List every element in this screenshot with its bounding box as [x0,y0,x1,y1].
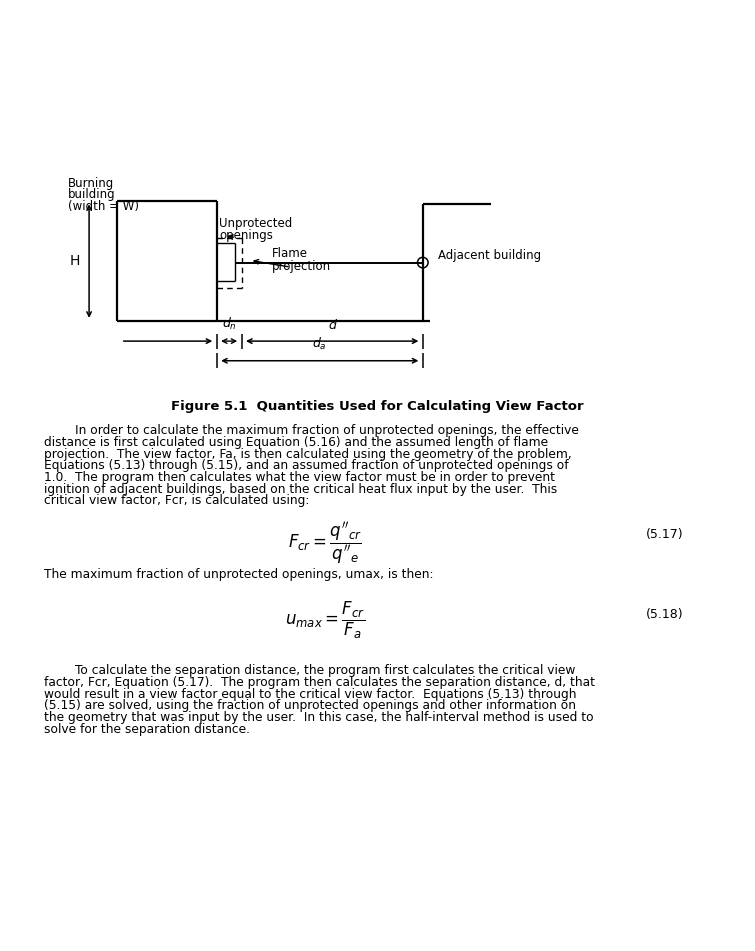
Text: Burning: Burning [68,177,114,190]
Text: $d_n$: $d_n$ [222,316,236,332]
Text: (5.17): (5.17) [646,529,683,541]
Text: The maximum fraction of unprotected openings, umax, is then:: The maximum fraction of unprotected open… [44,569,433,581]
Text: $d_a$: $d_a$ [313,336,327,352]
Text: (5.18): (5.18) [646,608,683,621]
Text: critical view factor, Fcr, is calculated using:: critical view factor, Fcr, is calculated… [44,495,309,508]
Text: (width = W): (width = W) [68,200,139,213]
Text: Equations (5.13) through (5.15), and an assumed fraction of unprotected openings: Equations (5.13) through (5.15), and an … [44,459,569,473]
Text: Figure 5.1  Quantities Used for Calculating View Factor: Figure 5.1 Quantities Used for Calculati… [171,400,584,413]
Text: ignition of adjacent buildings, based on the critical heat flux input by the use: ignition of adjacent buildings, based on… [44,483,557,495]
Text: Unprotected: Unprotected [219,217,292,230]
Text: would result in a view factor equal to the critical view factor.  Equations (5.1: would result in a view factor equal to t… [44,688,576,701]
Text: building: building [68,188,116,202]
Text: H: H [69,254,80,268]
Text: Adjacent building: Adjacent building [438,248,541,262]
Text: openings: openings [219,229,273,243]
Text: In order to calculate the maximum fraction of unprotected openings, the effectiv: In order to calculate the maximum fracti… [44,424,578,437]
Text: distance is first calculated using Equation (5.16) and the assumed length of fla: distance is first calculated using Equat… [44,436,548,449]
Text: projection: projection [272,260,331,273]
Text: To calculate the separation distance, the program first calculates the critical : To calculate the separation distance, th… [44,664,575,677]
Text: solve for the separation distance.: solve for the separation distance. [44,723,250,736]
Text: $\mathit{F}_{cr} = \dfrac{q^{\prime\prime}{}_{cr}}{q^{\prime\prime}{}_e}$: $\mathit{F}_{cr} = \dfrac{q^{\prime\prim… [288,521,362,567]
Text: Flame: Flame [272,247,308,261]
Text: projection.  The view factor, Fa, is then calculated using the geometry of the p: projection. The view factor, Fa, is then… [44,448,572,460]
Text: d: d [328,319,336,332]
Text: $\mathit{u}_{max} = \dfrac{F_{cr}}{F_a}$: $\mathit{u}_{max} = \dfrac{F_{cr}}{F_a}$ [285,600,365,641]
Text: 1.0.  The program then calculates what the view factor must be in order to preve: 1.0. The program then calculates what th… [44,471,555,484]
Text: factor, Fcr, Equation (5.17).  The program then calculates the separation distan: factor, Fcr, Equation (5.17). The progra… [44,676,595,689]
Text: (5.15) are solved, using the fraction of unprotected openings and other informat: (5.15) are solved, using the fraction of… [44,699,576,712]
Text: the geometry that was input by the user.  In this case, the half-interval method: the geometry that was input by the user.… [44,711,593,724]
